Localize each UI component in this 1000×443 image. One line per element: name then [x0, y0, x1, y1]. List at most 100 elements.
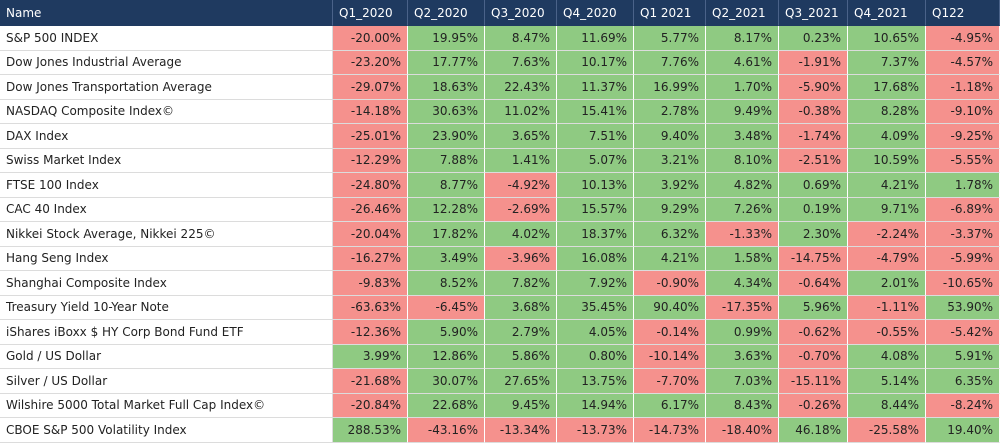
value-cell: 4.09% — [848, 124, 926, 149]
value-cell: -4.57% — [926, 50, 1000, 75]
value-cell: -5.99% — [926, 246, 1000, 271]
value-cell: -20.00% — [333, 26, 408, 51]
value-cell: 10.59% — [848, 148, 926, 173]
value-cell: -1.18% — [926, 75, 1000, 100]
value-cell: 30.63% — [408, 99, 485, 124]
value-cell: 8.10% — [706, 148, 779, 173]
value-cell: -17.35% — [706, 295, 779, 320]
value-cell: -25.58% — [848, 418, 926, 443]
value-cell: 22.43% — [485, 75, 557, 100]
value-cell: 7.92% — [557, 271, 634, 296]
value-cell: 23.90% — [408, 124, 485, 149]
value-cell: 1.41% — [485, 148, 557, 173]
value-cell: -2.69% — [485, 197, 557, 222]
value-cell: -4.95% — [926, 26, 1000, 51]
value-cell: 9.71% — [848, 197, 926, 222]
value-cell: -14.73% — [634, 418, 706, 443]
row-name: FTSE 100 Index — [0, 173, 333, 198]
value-cell: -0.90% — [634, 271, 706, 296]
value-cell: -1.91% — [779, 50, 848, 75]
value-cell: -16.27% — [333, 246, 408, 271]
row-name: Swiss Market Index — [0, 148, 333, 173]
value-cell: 5.90% — [408, 320, 485, 345]
value-cell: 4.05% — [557, 320, 634, 345]
value-cell: 53.90% — [926, 295, 1000, 320]
column-header: Q2_2021 — [706, 0, 779, 26]
value-cell: 7.37% — [848, 50, 926, 75]
value-cell: -23.20% — [333, 50, 408, 75]
value-cell: -6.89% — [926, 197, 1000, 222]
value-cell: 15.41% — [557, 99, 634, 124]
value-cell: 0.19% — [779, 197, 848, 222]
value-cell: 7.82% — [485, 271, 557, 296]
value-cell: -43.16% — [408, 418, 485, 443]
column-header: Q2_2020 — [408, 0, 485, 26]
value-cell: 11.69% — [557, 26, 634, 51]
value-cell: 19.95% — [408, 26, 485, 51]
value-cell: 3.63% — [706, 344, 779, 369]
value-cell: 7.03% — [706, 369, 779, 394]
value-cell: -63.63% — [333, 295, 408, 320]
value-cell: -1.74% — [779, 124, 848, 149]
value-cell: -0.26% — [779, 393, 848, 418]
value-cell: -20.04% — [333, 222, 408, 247]
value-cell: -6.45% — [408, 295, 485, 320]
value-cell: -4.79% — [848, 246, 926, 271]
value-cell: -0.38% — [779, 99, 848, 124]
column-header: Q1 2021 — [634, 0, 706, 26]
row-name: Gold / US Dollar — [0, 344, 333, 369]
value-cell: 8.77% — [408, 173, 485, 198]
value-cell: -13.73% — [557, 418, 634, 443]
column-header: Q3_2020 — [485, 0, 557, 26]
value-cell: 8.28% — [848, 99, 926, 124]
value-cell: -9.83% — [333, 271, 408, 296]
value-cell: 16.08% — [557, 246, 634, 271]
value-cell: -9.10% — [926, 99, 1000, 124]
value-cell: 12.28% — [408, 197, 485, 222]
value-cell: -0.55% — [848, 320, 926, 345]
value-cell: -21.68% — [333, 369, 408, 394]
value-cell: -12.29% — [333, 148, 408, 173]
value-cell: 4.02% — [485, 222, 557, 247]
column-header: Q4_2021 — [848, 0, 926, 26]
value-cell: -4.92% — [485, 173, 557, 198]
value-cell: 3.65% — [485, 124, 557, 149]
value-cell: -12.36% — [333, 320, 408, 345]
value-cell: 14.94% — [557, 393, 634, 418]
row-name: Shanghai Composite Index — [0, 271, 333, 296]
value-cell: -18.40% — [706, 418, 779, 443]
value-cell: -2.24% — [848, 222, 926, 247]
value-cell: 11.37% — [557, 75, 634, 100]
value-cell: 3.92% — [634, 173, 706, 198]
value-cell: 2.78% — [634, 99, 706, 124]
value-cell: -3.96% — [485, 246, 557, 271]
row-name: Dow Jones Industrial Average — [0, 50, 333, 75]
row-name: Silver / US Dollar — [0, 369, 333, 394]
value-cell: -25.01% — [333, 124, 408, 149]
value-cell: 17.68% — [848, 75, 926, 100]
value-cell: 3.49% — [408, 246, 485, 271]
value-cell: 8.17% — [706, 26, 779, 51]
value-cell: -5.42% — [926, 320, 1000, 345]
value-cell: -5.90% — [779, 75, 848, 100]
row-name: Nikkei Stock Average, Nikkei 225© — [0, 222, 333, 247]
value-cell: 15.57% — [557, 197, 634, 222]
value-cell: 18.63% — [408, 75, 485, 100]
value-cell: 35.45% — [557, 295, 634, 320]
value-cell: -10.14% — [634, 344, 706, 369]
value-cell: 0.80% — [557, 344, 634, 369]
value-cell: 0.69% — [779, 173, 848, 198]
value-cell: -15.11% — [779, 369, 848, 394]
value-cell: 30.07% — [408, 369, 485, 394]
value-cell: 1.78% — [926, 173, 1000, 198]
value-cell: 0.99% — [706, 320, 779, 345]
value-cell: 1.70% — [706, 75, 779, 100]
value-cell: -10.65% — [926, 271, 1000, 296]
value-cell: 10.13% — [557, 173, 634, 198]
value-cell: -13.34% — [485, 418, 557, 443]
value-cell: -14.18% — [333, 99, 408, 124]
value-cell: -29.07% — [333, 75, 408, 100]
column-header: Q1_2020 — [333, 0, 408, 26]
column-header: Name — [0, 0, 333, 26]
